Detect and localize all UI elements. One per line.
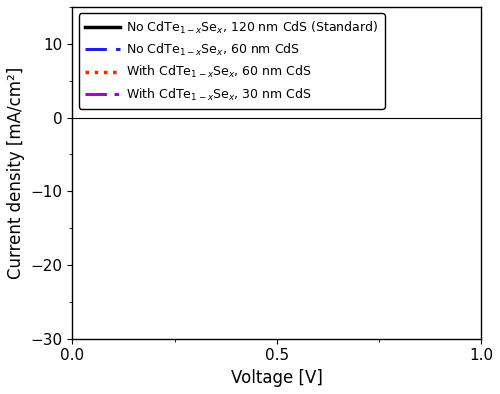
- Y-axis label: Current density [mA/cm²]: Current density [mA/cm²]: [7, 67, 25, 279]
- X-axis label: Voltage [V]: Voltage [V]: [230, 369, 322, 387]
- Legend: No CdTe$_{1-x}$Se$_{x}$, 120 nm CdS (Standard), No CdTe$_{1-x}$Se$_{x}$, 60 nm C: No CdTe$_{1-x}$Se$_{x}$, 120 nm CdS (Sta…: [78, 13, 384, 109]
